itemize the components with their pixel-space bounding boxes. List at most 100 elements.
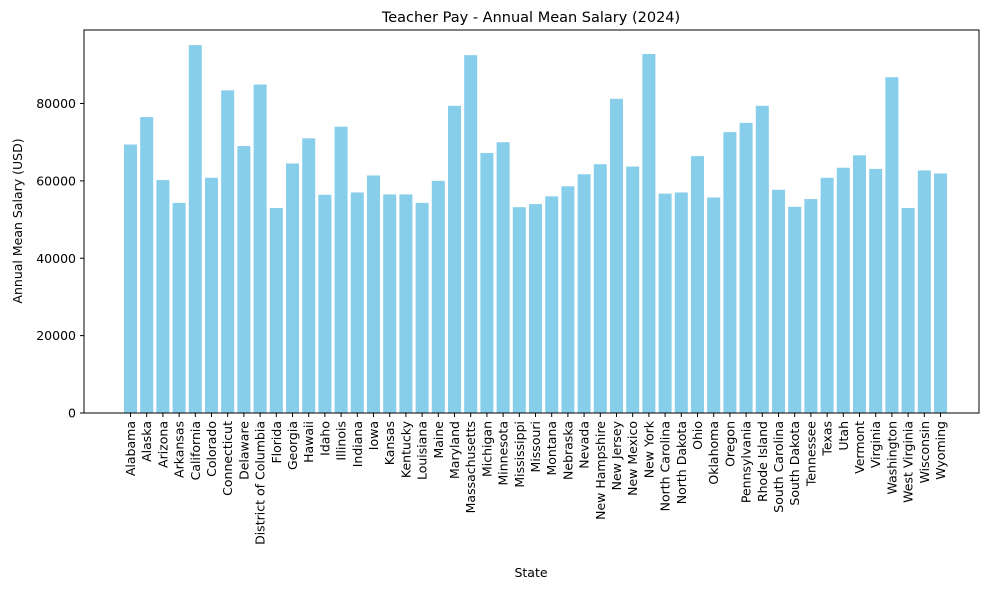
bar-washington [885, 77, 899, 413]
bars-group [124, 45, 947, 414]
x-tick-label-connecticut: Connecticut [220, 421, 235, 496]
x-tick-label-kansas: Kansas [382, 421, 397, 465]
x-tick-label-north-carolina: North Carolina [658, 421, 673, 511]
bar-alaska [140, 117, 154, 414]
bar-louisiana [415, 202, 429, 413]
y-tick-label-40000: 40000 [36, 251, 76, 266]
x-tick-label-vermont: Vermont [852, 421, 867, 474]
x-tick-label-massachusetts: Massachusetts [463, 421, 478, 513]
x-tick-label-new-hampshire: New Hampshire [593, 421, 608, 520]
x-tick-label-california: California [188, 421, 203, 480]
x-tick-label-alabama: Alabama [123, 421, 138, 476]
bar-new-mexico [626, 166, 640, 413]
bar-nebraska [561, 186, 575, 413]
x-tick-label-mississippi: Mississippi [512, 421, 527, 488]
x-tick-label-new-mexico: New Mexico [625, 421, 640, 496]
x-axis: Alabama Alaska Arizona Arkansas California Co… [123, 413, 948, 545]
x-tick-label-arkansas: Arkansas [172, 421, 187, 478]
bar-indiana [350, 192, 364, 413]
x-tick-label-hawaii: Hawaii [301, 421, 316, 463]
x-tick-label-montana: Montana [544, 421, 559, 476]
x-tick-label-arizona: Arizona [155, 421, 170, 468]
x-tick-label-georgia: Georgia [285, 421, 300, 470]
bar-minnesota [496, 142, 510, 413]
bar-hawaii [302, 138, 316, 413]
x-tick-label-minnesota: Minnesota [496, 421, 511, 486]
x-tick-label-washington: Washington [884, 421, 899, 494]
bar-california [188, 45, 202, 414]
bar-pennsylvania [739, 122, 753, 413]
bar-virginia [869, 168, 883, 413]
bar-arizona [156, 180, 170, 413]
bar-ohio [691, 156, 704, 413]
bar-vermont [853, 155, 866, 413]
x-tick-label-illinois: Illinois [334, 421, 349, 461]
bar-north-dakota [674, 192, 688, 413]
plot-frame [83, 29, 980, 414]
bar-new-york [642, 53, 656, 414]
bar-mississippi [512, 207, 526, 413]
bar-delaware [237, 146, 251, 413]
x-tick-label-south-dakota: South Dakota [787, 421, 802, 506]
bar-massachusetts [464, 55, 478, 414]
x-tick-label-tennessee: Tennessee [803, 421, 818, 487]
x-tick-label-alaska: Alaska [139, 421, 154, 462]
bar-illinois [334, 126, 348, 413]
bar-new-hampshire [593, 164, 607, 413]
bar-oregon [723, 132, 737, 413]
bar-wyoming [934, 173, 947, 413]
x-tick-label-oklahoma: Oklahoma [706, 421, 721, 485]
bar-oklahoma [707, 197, 721, 413]
x-tick-label-north-dakota: North Dakota [674, 421, 689, 504]
x-tick-label-oregon: Oregon [722, 421, 737, 467]
bar-maryland [448, 105, 461, 413]
x-tick-label-kentucky: Kentucky [398, 420, 413, 478]
bar-georgia [286, 163, 299, 413]
bar-michigan [480, 153, 494, 413]
x-tick-label-wisconsin: Wisconsin [917, 421, 932, 483]
bar-utah [836, 167, 850, 413]
chart-title: Teacher Pay - Annual Mean Salary (2024) [381, 10, 680, 26]
x-tick-label-delaware: Delaware [236, 421, 251, 480]
bar-south-dakota [788, 206, 802, 413]
bar-west-virginia [901, 207, 915, 413]
x-tick-label-florida: Florida [269, 421, 284, 464]
y-axis: 0 20000 40000 60000 80000 [36, 96, 84, 421]
y-tick-label-60000: 60000 [36, 173, 76, 188]
x-axis-title: State [514, 565, 547, 580]
bar-iowa [367, 175, 380, 413]
bar-texas [820, 177, 834, 413]
x-tick-label-ohio: Ohio [690, 421, 705, 450]
bar-montana [545, 196, 559, 413]
x-tick-label-utah: Utah [836, 421, 851, 451]
bar-rhode-island [755, 105, 769, 413]
x-tick-label-pennsylvania: Pennsylvania [739, 421, 754, 503]
bar-connecticut [221, 90, 235, 413]
x-tick-label-west-virginia: West Virginia [901, 421, 916, 503]
bar-kansas [383, 194, 397, 413]
bar-new-jersey [610, 98, 623, 414]
y-tick-label-20000: 20000 [36, 328, 76, 343]
bar-nevada [577, 174, 591, 413]
x-tick-label-new-york: New York [641, 420, 656, 478]
x-tick-label-nevada: Nevada [577, 421, 592, 469]
bar-missouri [529, 204, 542, 413]
bar-arkansas [172, 202, 186, 413]
x-tick-label-missouri: Missouri [528, 421, 543, 472]
x-tick-label-idaho: Idaho [317, 421, 332, 456]
y-tick-label-0: 0 [68, 406, 76, 421]
x-tick-label-maryland: Maryland [447, 421, 462, 479]
bar-tennessee [804, 199, 818, 413]
x-tick-label-iowa: Iowa [366, 421, 381, 450]
bar-alabama [124, 144, 137, 413]
bar-district-of-columbia [253, 84, 267, 414]
x-tick-label-nebraska: Nebraska [560, 421, 575, 480]
bar-kentucky [399, 194, 413, 413]
x-tick-label-rhode-island: Rhode Island [755, 421, 770, 502]
x-tick-label-south-carolina: South Carolina [771, 421, 786, 513]
y-tick-label-80000: 80000 [36, 96, 76, 111]
x-tick-label-new-jersey: New Jersey [609, 420, 624, 490]
y-axis-title: Annual Mean Salary (USD) [10, 138, 25, 303]
x-tick-label-louisiana: Louisiana [415, 421, 430, 480]
